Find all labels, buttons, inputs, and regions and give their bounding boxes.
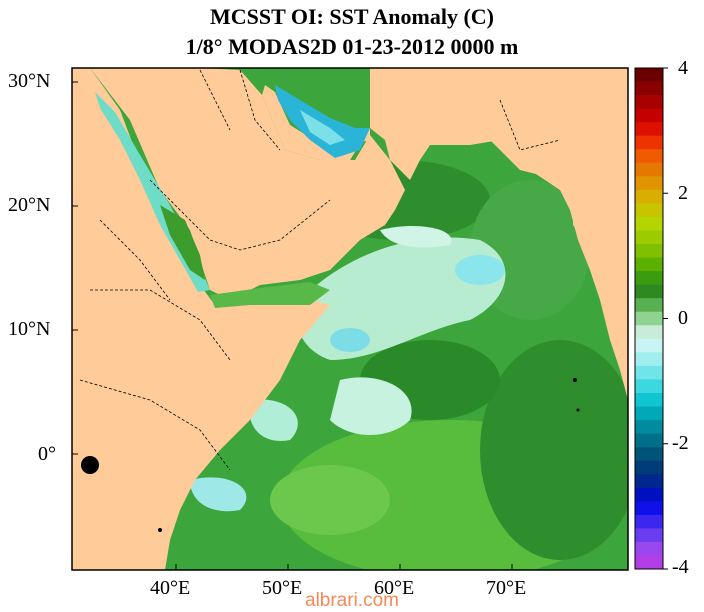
colorbar-swatch <box>635 311 663 326</box>
colorbar-swatch <box>635 392 663 408</box>
axis-ticks <box>72 81 513 570</box>
colorbar-swatch <box>635 176 663 191</box>
colorbar-swatch <box>635 203 663 218</box>
arabia-land <box>72 68 405 300</box>
lat-label-10n: 10°N <box>8 318 51 340</box>
colorbar-swatch <box>635 81 663 96</box>
lon-label-40e: 40°E <box>150 577 191 599</box>
colorbar-label-2: 2 <box>678 182 688 204</box>
colorbar-label-4: 4 <box>678 57 688 79</box>
colorbar-swatch <box>635 68 663 83</box>
colorbar-swatch <box>635 189 663 204</box>
persian-gulf <box>275 85 370 158</box>
map-area <box>72 68 628 570</box>
map-title-line1: MCSST OI: SST Anomaly (C) <box>209 4 495 29</box>
colorbar-label-neg4: -4 <box>672 556 689 578</box>
lat-label-20n: 20°N <box>8 194 51 216</box>
colorbar <box>635 67 668 570</box>
colorbar-swatch <box>635 487 663 502</box>
colorbar-swatch <box>635 271 663 286</box>
colorbar-swatch <box>635 135 663 150</box>
colorbar-swatch <box>635 460 663 475</box>
map-frame <box>71 67 629 571</box>
lon-label-60e: 60°E <box>374 577 415 599</box>
lon-label-70e: 70°E <box>486 577 527 599</box>
colorbar-label-0: 0 <box>678 307 688 329</box>
colorbar-swatch <box>635 108 663 123</box>
colorbar-swatch <box>635 149 663 164</box>
colorbar-swatch <box>635 528 663 543</box>
colorbar-label-neg2: -2 <box>672 432 689 454</box>
colorbar-swatch <box>635 338 663 353</box>
colorbar-swatch <box>635 379 663 394</box>
lat-label-30n: 30°N <box>8 70 51 92</box>
africa-land <box>72 68 330 570</box>
colorbar-swatch <box>635 555 663 570</box>
country-borders <box>79 69 561 471</box>
colorbar-swatch <box>635 365 663 380</box>
colorbar-swatch <box>635 447 663 462</box>
colorbar-swatch <box>635 284 663 299</box>
colorbar-swatch <box>635 433 663 448</box>
map-title-line2: 1/8° MODAS2D 01-23-2012 0000 m <box>185 34 519 59</box>
watermark: albrari.com <box>305 590 399 611</box>
colorbar-swatch <box>635 244 663 259</box>
colorbar-swatch <box>635 406 663 421</box>
colorbar-swatch <box>635 501 663 516</box>
colorbar-swatch <box>635 216 663 231</box>
india-land <box>490 68 628 400</box>
colorbar-swatch <box>635 122 663 137</box>
colorbar-swatch <box>635 420 663 435</box>
colorbar-swatch <box>635 162 663 177</box>
colorbar-swatch <box>635 474 663 489</box>
colorbar-swatch <box>635 230 663 245</box>
colorbar-swatch <box>635 257 663 272</box>
colorbar-frame <box>634 67 664 570</box>
colorbar-swatch <box>635 514 663 529</box>
colorbar-swatch <box>635 352 663 367</box>
colorbar-swatch <box>635 95 663 110</box>
colorbar-swatch <box>635 325 663 340</box>
colorbar-swatch <box>635 298 663 313</box>
colorbar-swatch <box>635 541 663 556</box>
lon-label-50e: 50°E <box>262 577 303 599</box>
lat-label-0: 0° <box>38 443 56 465</box>
